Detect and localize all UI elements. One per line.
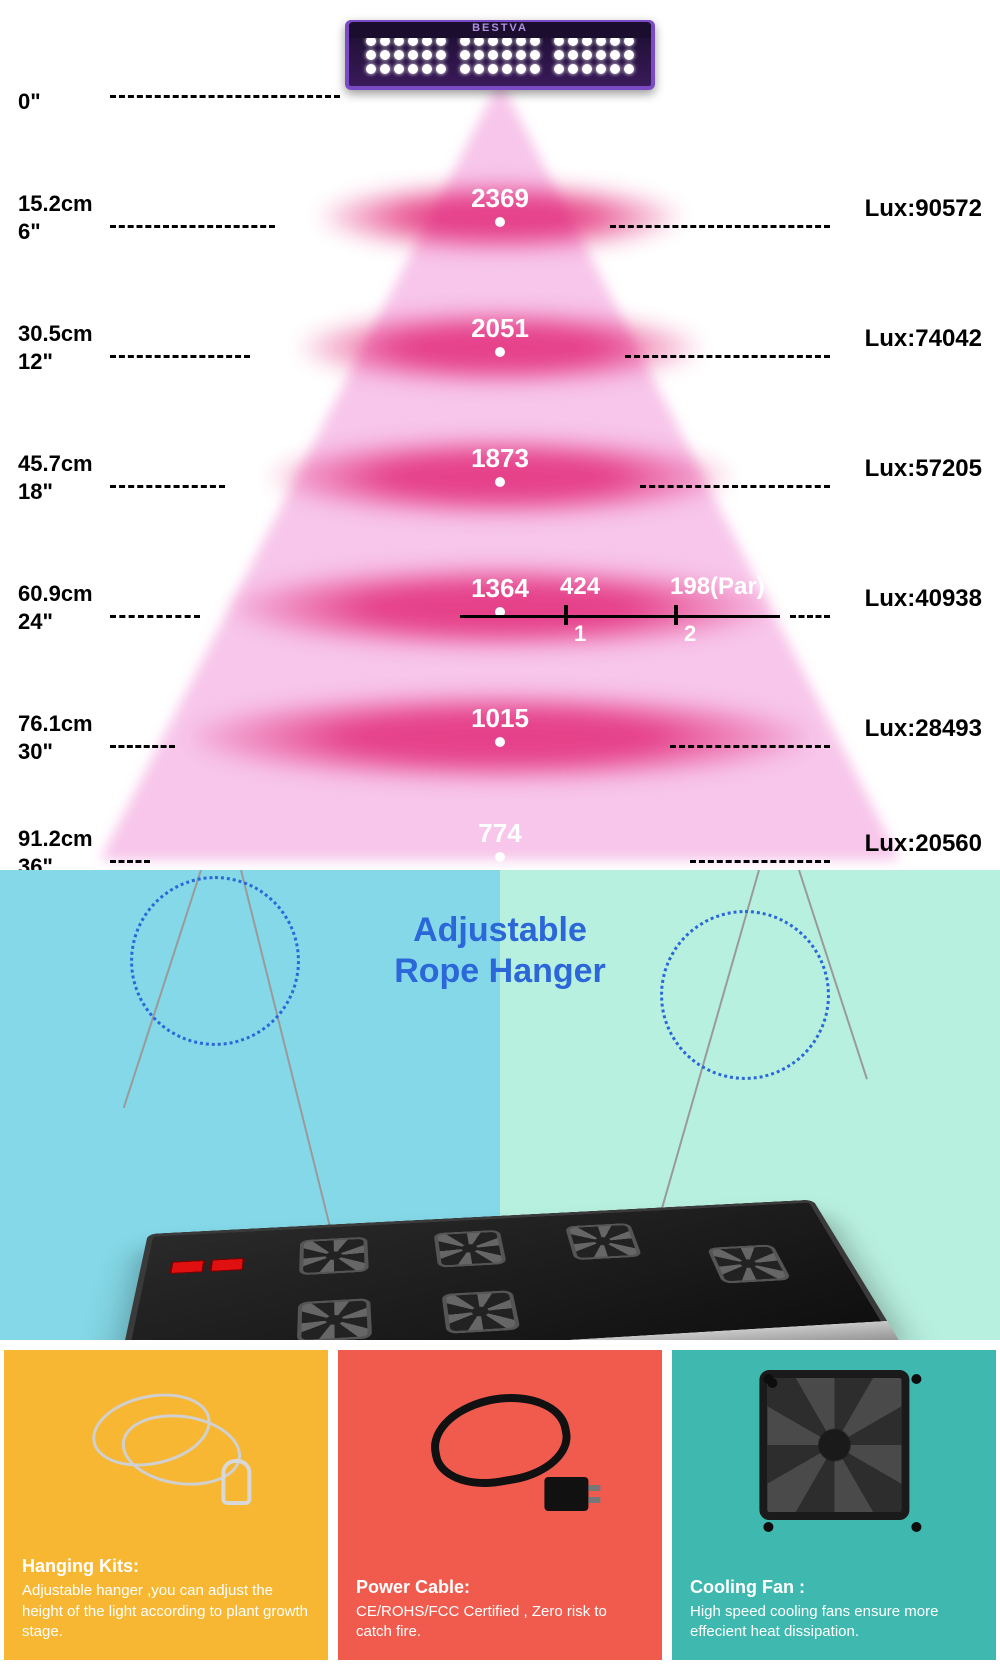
par-dot	[495, 217, 505, 227]
distance-cm: 76.1cm	[18, 711, 93, 737]
par-value: 1015	[471, 703, 529, 734]
distance-cm: 30.5cm	[18, 321, 93, 347]
hanging-kit-icon	[36, 1370, 295, 1520]
guide-line	[625, 355, 830, 358]
lux-value: Lux:90572	[865, 195, 982, 223]
hanger-title-line2: Rope Hanger	[394, 952, 606, 990]
tick-label: 2	[684, 621, 696, 647]
guide-line	[670, 745, 830, 748]
led-array	[460, 36, 540, 74]
distance-in: 6"	[18, 219, 41, 245]
distance-in: 24"	[18, 609, 53, 635]
par-value: 1364	[471, 573, 529, 604]
par-dot	[495, 737, 505, 747]
distance-in: 12"	[18, 349, 53, 375]
guide-line	[110, 95, 340, 98]
lux-value: Lux:20560	[865, 830, 982, 858]
card-desc: Adjustable hanger ,you can adjust the he…	[22, 1581, 310, 1642]
highlight-circle	[660, 910, 830, 1080]
card-desc: High speed cooling fans ensure more effe…	[690, 1602, 978, 1643]
par-value: 1873	[471, 443, 529, 474]
hanger-title-line1: Adjustable	[413, 911, 587, 949]
distance-in: 0"	[18, 89, 41, 115]
distance-in: 18"	[18, 479, 53, 505]
hanger-title: Adjustable Rope Hanger	[394, 910, 606, 992]
guide-line	[110, 860, 150, 863]
card-desc: CE/ROHS/FCC Certified , Zero risk to cat…	[356, 1602, 644, 1643]
par-dot	[495, 852, 505, 862]
guide-line	[110, 225, 275, 228]
card-cooling-fan: Cooling Fan : High speed cooling fans en…	[672, 1350, 996, 1660]
distance-in: 30"	[18, 739, 53, 765]
feature-cards: Hanging Kits: Adjustable hanger ,you can…	[0, 1340, 1000, 1664]
fan-icon	[434, 1230, 507, 1268]
distance-cm: 45.7cm	[18, 451, 93, 477]
par-sub-value: 424	[560, 573, 600, 601]
guide-line	[640, 485, 830, 488]
par-value: 2051	[471, 313, 529, 344]
guide-line	[110, 745, 175, 748]
card-title: Hanging Kits:	[22, 1556, 310, 1577]
power-switch	[169, 1260, 205, 1274]
guide-line	[110, 615, 200, 618]
fan-icon	[565, 1223, 642, 1260]
guide-line	[690, 860, 830, 863]
par-lux-chart: BESTVA 0" 15.2cm6" Lux:90572 2369 30.5cm12" L…	[0, 0, 1000, 870]
grow-light-fixture: BESTVA	[345, 20, 655, 90]
par-sub-value: 198(Par)	[670, 573, 765, 601]
highlight-circle	[130, 876, 300, 1046]
mode-switch	[209, 1258, 244, 1272]
lux-value: Lux:28493	[865, 715, 982, 743]
lux-value: Lux:57205	[865, 455, 982, 483]
card-title: Cooling Fan :	[690, 1577, 978, 1598]
distance-cm: 60.9cm	[18, 581, 93, 607]
par-value: 2369	[471, 183, 529, 214]
fan-icon	[299, 1237, 369, 1276]
guide-line	[610, 225, 830, 228]
par-value: 774	[478, 818, 521, 849]
lux-value: Lux:40938	[865, 585, 982, 613]
lux-value: Lux:74042	[865, 325, 982, 353]
cooling-fan-icon	[704, 1370, 963, 1520]
distance-in: 36"	[18, 854, 53, 870]
distance-cm: 91.2cm	[18, 826, 93, 852]
led-array	[554, 36, 634, 74]
power-cable-icon	[370, 1370, 629, 1520]
guide-line	[110, 485, 225, 488]
card-title: Power Cable:	[356, 1577, 644, 1598]
par-dot	[495, 477, 505, 487]
fan-icon	[441, 1290, 520, 1334]
guide-line	[790, 615, 830, 618]
tick-label: 1	[574, 621, 586, 647]
distance-cm: 15.2cm	[18, 191, 93, 217]
fan-icon	[707, 1244, 792, 1283]
card-hanging-kits: Hanging Kits: Adjustable hanger ,you can…	[4, 1350, 328, 1660]
rope-hanger-section: Adjustable Rope Hanger BESTVA	[0, 870, 1000, 1340]
led-array	[366, 36, 446, 74]
guide-line	[110, 355, 250, 358]
fan-icon	[297, 1298, 372, 1340]
brand-label: BESTVA	[349, 22, 651, 38]
sub-axis	[460, 615, 780, 618]
card-power-cable: Power Cable: CE/ROHS/FCC Certified , Zer…	[338, 1350, 662, 1660]
par-dot	[495, 347, 505, 357]
